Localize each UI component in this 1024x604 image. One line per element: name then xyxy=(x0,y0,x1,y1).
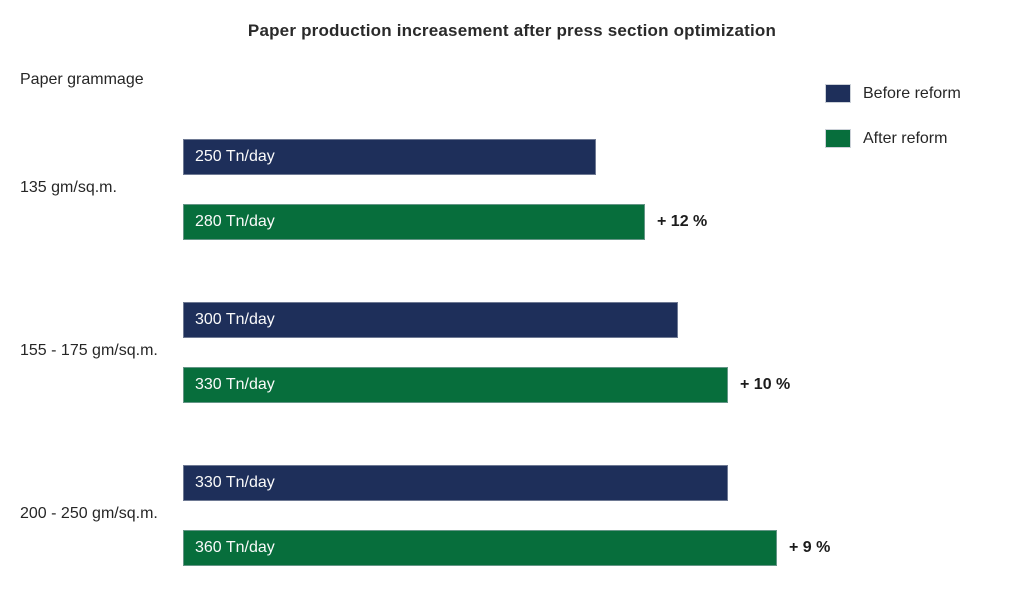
chart-title: Paper production increasement after pres… xyxy=(247,21,777,40)
bar-value-label: 330 Tn/day xyxy=(195,474,275,491)
axis-title-paper-grammage: Paper grammage xyxy=(20,71,144,88)
category-label: 200 - 250 gm/sq.m. xyxy=(20,505,158,522)
legend-swatch-after xyxy=(825,129,851,148)
increase-label: + 12 % xyxy=(657,213,708,230)
legend: Before reform After reform xyxy=(825,84,961,174)
bar-value-label: 300 Tn/day xyxy=(195,311,275,328)
bar-row-after: 360 Tn/day + 9 % xyxy=(183,530,830,566)
category-label: 155 - 175 gm/sq.m. xyxy=(20,342,158,359)
category-label: 135 gm/sq.m. xyxy=(20,179,117,196)
bar-after-155-175: 330 Tn/day xyxy=(183,367,728,403)
bar-value-label: 250 Tn/day xyxy=(195,148,275,165)
bar-after-200-250: 360 Tn/day xyxy=(183,530,777,566)
bar-row-before: 250 Tn/day xyxy=(183,139,596,175)
bar-before-200-250: 330 Tn/day xyxy=(183,465,728,501)
bar-group-200-250: 200 - 250 gm/sq.m. 330 Tn/day 360 Tn/day… xyxy=(0,465,1024,567)
increase-label: + 9 % xyxy=(789,539,831,556)
legend-label-before: Before reform xyxy=(863,84,961,102)
legend-swatch-before xyxy=(825,84,851,103)
bar-row-after: 280 Tn/day + 12 % xyxy=(183,204,707,240)
bar-after-135: 280 Tn/day xyxy=(183,204,645,240)
legend-item-before: Before reform xyxy=(825,84,961,103)
bar-value-label: 330 Tn/day xyxy=(195,376,275,393)
bar-row-after: 330 Tn/day + 10 % xyxy=(183,367,790,403)
bar-before-155-175: 300 Tn/day xyxy=(183,302,678,338)
bar-group-155-175: 155 - 175 gm/sq.m. 300 Tn/day 330 Tn/day… xyxy=(0,302,1024,404)
bar-row-before: 330 Tn/day xyxy=(183,465,728,501)
legend-item-after: After reform xyxy=(825,129,961,148)
bar-value-label: 360 Tn/day xyxy=(195,539,275,556)
bar-before-135: 250 Tn/day xyxy=(183,139,596,175)
legend-label-after: After reform xyxy=(863,129,948,147)
bar-group-135: 135 gm/sq.m. 250 Tn/day 280 Tn/day + 12 … xyxy=(0,139,1024,241)
increase-label: + 10 % xyxy=(740,376,791,393)
bar-row-before: 300 Tn/day xyxy=(183,302,678,338)
bar-value-label: 280 Tn/day xyxy=(195,213,275,230)
